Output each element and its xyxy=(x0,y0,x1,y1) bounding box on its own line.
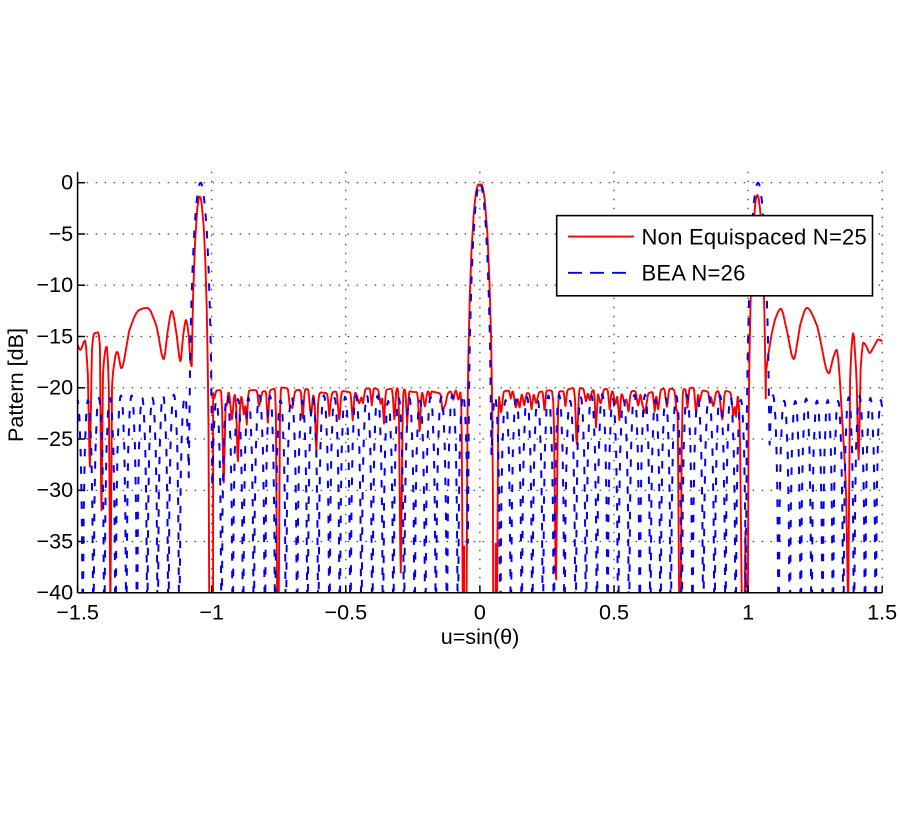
svg-text:−35: −35 xyxy=(37,528,74,553)
svg-text:−15: −15 xyxy=(37,323,74,348)
svg-text:Non Equispaced N=25: Non Equispaced N=25 xyxy=(642,224,868,249)
svg-text:−5: −5 xyxy=(49,221,74,246)
svg-text:−40: −40 xyxy=(37,580,74,605)
svg-text:−1.5: −1.5 xyxy=(56,599,99,624)
svg-text:−30: −30 xyxy=(37,477,74,502)
svg-text:−1: −1 xyxy=(199,599,224,624)
svg-text:0: 0 xyxy=(61,170,73,195)
svg-text:−10: −10 xyxy=(37,272,74,297)
svg-text:0.5: 0.5 xyxy=(599,599,629,624)
svg-text:−20: −20 xyxy=(37,375,74,400)
svg-text:Pattern [dB]: Pattern [dB] xyxy=(3,328,28,442)
svg-text:1: 1 xyxy=(742,599,754,624)
svg-text:−25: −25 xyxy=(37,426,74,451)
svg-text:−0.5: −0.5 xyxy=(324,599,367,624)
svg-text:u=sin(θ): u=sin(θ) xyxy=(441,624,520,649)
svg-text:BEA N=26: BEA N=26 xyxy=(642,261,746,286)
svg-text:1.5: 1.5 xyxy=(867,599,897,624)
svg-text:0: 0 xyxy=(474,599,486,624)
